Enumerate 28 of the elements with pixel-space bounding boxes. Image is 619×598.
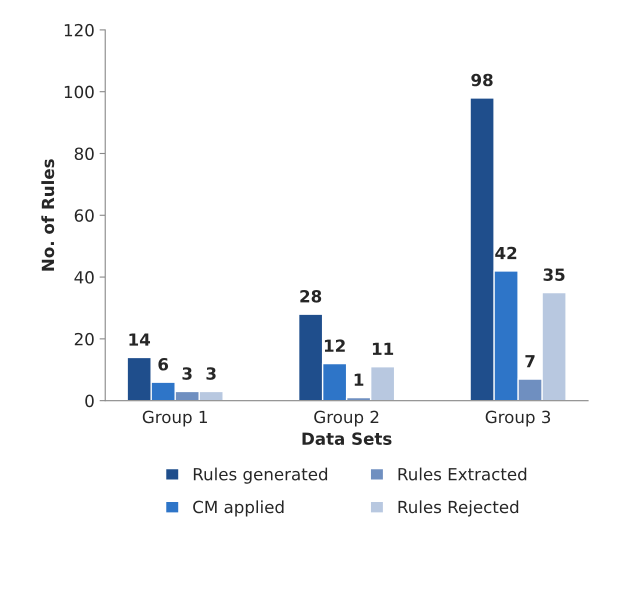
data-label: 35 — [544, 268, 565, 281]
y-tick-label: 120 — [64, 24, 94, 36]
y-tick-label: 80 — [74, 147, 94, 160]
legend-label: CM applied — [193, 500, 284, 516]
data-label: 12 — [324, 339, 345, 352]
y-axis-title: No. of Rules — [41, 159, 54, 271]
data-label: 6 — [158, 358, 168, 371]
data-label: 3 — [206, 367, 216, 380]
data-label: 1 — [354, 374, 364, 386]
y-tick-label: 60 — [74, 209, 94, 222]
y-tick-label: 0 — [85, 394, 94, 408]
data-label: 42 — [495, 246, 516, 260]
data-label: 11 — [372, 342, 394, 355]
data-label: 14 — [129, 333, 150, 346]
x-tick-label: Group 3 — [486, 410, 550, 427]
y-tick-label: 20 — [74, 332, 94, 346]
data-label: 98 — [471, 74, 493, 86]
legend-label: Rules Rejected — [398, 500, 518, 516]
legend-label: Rules Extracted — [398, 468, 526, 480]
legend-label: Rules generated — [194, 468, 328, 484]
x-tick-label: Group 1 — [142, 410, 207, 427]
data-label: 3 — [182, 367, 192, 380]
data-label: 28 — [300, 290, 322, 303]
y-tick-label: 40 — [74, 271, 94, 284]
x-axis-title: Data Sets — [302, 432, 392, 445]
data-label: 7 — [525, 355, 535, 368]
x-tick-label: Group 2 — [314, 410, 378, 427]
y-tick-label: 100 — [64, 86, 94, 98]
